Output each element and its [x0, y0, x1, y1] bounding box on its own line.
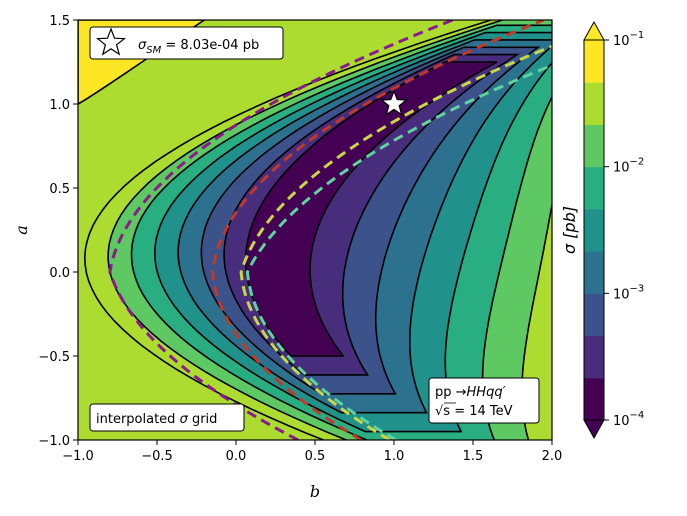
- colorbar-tick-label: 10−3: [613, 283, 644, 302]
- x-tick-label: 1.5: [463, 449, 484, 464]
- colorbar-segment: [584, 335, 604, 379]
- y-axis: −1.0 −0.5 0.0 0.5 1.0 1.5: [38, 14, 78, 449]
- colorbar-segment: [584, 124, 604, 168]
- dashed-contour-3: [245, 63, 552, 440]
- y-tick-label: 1.0: [49, 98, 70, 113]
- process-box: pp →HHqq′ √s = 14 TeV: [428, 377, 540, 424]
- colorbar-segment: [584, 293, 604, 337]
- sm-point-star-marker: [379, 89, 409, 116]
- y-axis-label: a: [12, 225, 31, 235]
- colorbar-segment: [584, 377, 604, 421]
- svg-text:σSM = 8.03e-04 pb: σSM = 8.03e-04 pb: [138, 38, 259, 56]
- svg-text:pp →HHqq′: pp →HHqq′: [435, 385, 506, 400]
- energy-sqrt-s: √s: [435, 404, 450, 419]
- colorbar-label: σ [pb]: [560, 206, 579, 254]
- legend-star-icon: [96, 27, 126, 56]
- sm-sigma-value: = 8.03e-04 pb: [161, 38, 259, 53]
- dashed-contours: [108, 20, 552, 440]
- x-tick-label: 2.0: [542, 449, 563, 464]
- sm-point-layer: [379, 89, 409, 116]
- grid-label-prefix: interpolated: [96, 412, 180, 427]
- process-final-state: →HHqq′: [456, 385, 506, 400]
- plot-area: [77, 19, 553, 441]
- colorbar: 10−4 10−3 10−2 10−1 σ [pb]: [560, 20, 644, 440]
- y-tick-label: 1.5: [49, 14, 70, 29]
- process-initial-state: pp: [435, 385, 456, 400]
- colorbar-under-arrow: [583, 419, 605, 440]
- energy-value: = 14 TeV: [450, 404, 513, 419]
- colorbar-frame: [583, 39, 605, 421]
- contour-fills: [78, 20, 552, 440]
- colorbar-segment: [584, 40, 604, 83]
- x-tick-label: 0.0: [226, 449, 247, 464]
- grid-label-box: interpolated σ grid: [89, 403, 245, 432]
- sm-sigma-subscript: SM: [146, 45, 161, 56]
- y-tick-label: −0.5: [38, 350, 70, 365]
- x-tick-label: 1.0: [384, 449, 405, 464]
- svg-text:√s = 14 TeV: √s = 14 TeV: [435, 404, 513, 419]
- colorbar-segment: [584, 166, 604, 210]
- colorbar-tick-label: 10−2: [613, 157, 644, 176]
- dashed-contour-1: [211, 20, 545, 440]
- x-tick-label: −1.0: [62, 449, 94, 464]
- y-tick-label: 0.0: [49, 266, 70, 281]
- colorbar-segment: [584, 251, 604, 294]
- svg-text:interpolated σ grid: interpolated σ grid: [96, 412, 217, 427]
- y-tick-label: −1.0: [38, 434, 70, 449]
- x-axis: −1.0 −0.5 0.0 0.5 1.0 1.5 2.0: [62, 440, 562, 464]
- y-tick-label: 0.5: [49, 182, 70, 197]
- colorbar-tick-label: 10−1: [613, 30, 644, 49]
- sm-sigma-symbol: σ: [138, 38, 147, 53]
- dashed-contour-0: [108, 20, 454, 440]
- colorbar-segment: [584, 208, 604, 252]
- dashed-contour-2: [239, 44, 552, 440]
- x-tick-label: 0.5: [305, 449, 326, 464]
- colorbar-over-arrow: [583, 20, 605, 41]
- grid-label-sigma: σ: [180, 412, 189, 427]
- colorbar-segment: [584, 82, 604, 125]
- grid-label-suffix: grid: [188, 412, 218, 427]
- colorbar-tick-label: 10−4: [613, 410, 644, 429]
- x-tick-label: −0.5: [141, 449, 173, 464]
- sm-legend-box: σSM = 8.03e-04 pb: [89, 26, 284, 60]
- x-axis-label: b: [310, 482, 320, 501]
